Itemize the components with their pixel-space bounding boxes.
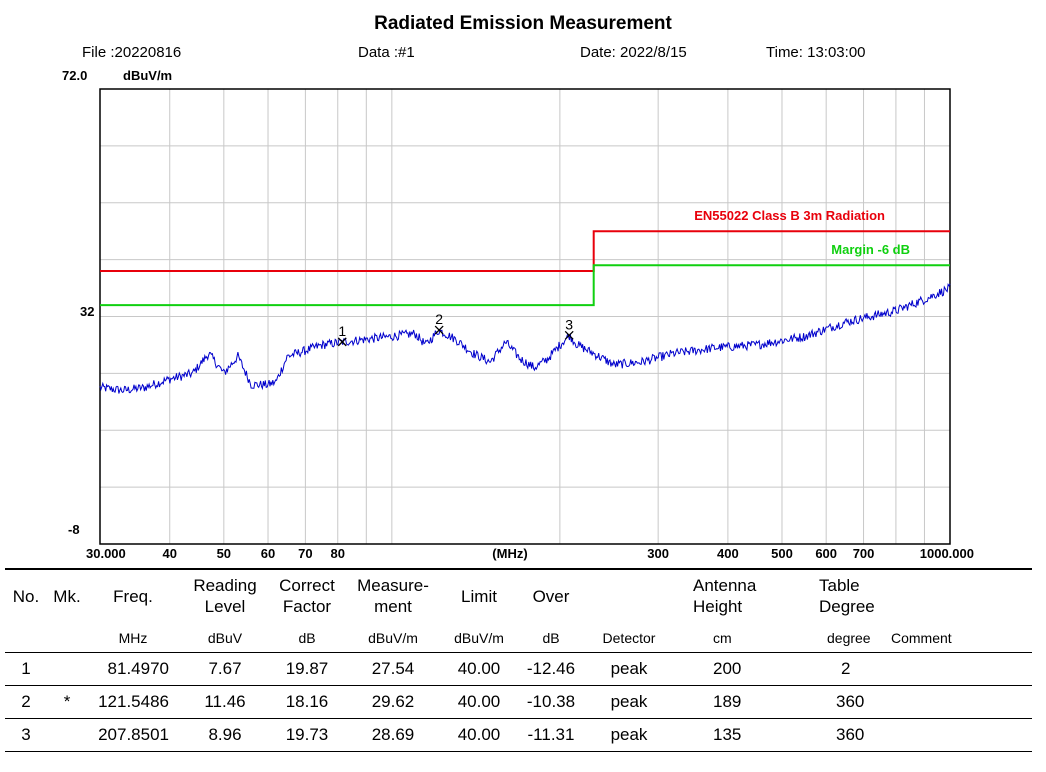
- x-tick-label: 30.000: [86, 546, 126, 561]
- header-over: Over: [515, 569, 587, 623]
- x-tick-label: 80: [331, 546, 345, 561]
- marker-label: 2: [435, 311, 443, 327]
- table-row: 3 207.8501 8.96 19.73 28.69 40.00 -11.31…: [5, 719, 1032, 752]
- limit-line-label: EN55022 Class B 3m Radiation: [694, 208, 885, 223]
- row-no: 3: [5, 719, 47, 752]
- emission-chart: EN55022 Class B 3m Radiation Margin -6 d…: [0, 0, 1046, 568]
- row-comment: [891, 719, 1032, 752]
- row-measure: 29.62: [343, 686, 443, 719]
- row-no: 2: [5, 686, 47, 719]
- row-correct: 19.87: [271, 653, 343, 686]
- unit-correct: dB: [271, 623, 343, 653]
- row-correct: 18.16: [271, 686, 343, 719]
- row-degree: 360: [819, 719, 891, 752]
- unit-degree: degree: [819, 623, 891, 653]
- header-measure: Measure-ment: [343, 569, 443, 623]
- row-limit: 40.00: [443, 686, 515, 719]
- row-measure: 28.69: [343, 719, 443, 752]
- margin-line-label: Margin -6 dB: [831, 242, 910, 257]
- row-correct: 19.73: [271, 719, 343, 752]
- results-table: No. Mk. Freq. Reading Level Correct Factor…: [5, 569, 1032, 752]
- header-correct: Correct Factor: [271, 569, 343, 623]
- row-no: 1: [5, 653, 47, 686]
- header-comment: [891, 569, 1032, 623]
- x-tick-label: 400: [717, 546, 739, 561]
- unit-reading: dBuV: [179, 623, 271, 653]
- row-reading: 8.96: [179, 719, 271, 752]
- row-height: 135: [671, 719, 819, 752]
- chart-grid: [100, 89, 950, 544]
- unit-antenna: cm: [671, 623, 819, 653]
- x-tick-label: 600: [815, 546, 837, 561]
- x-tick-label: 700: [853, 546, 875, 561]
- marker-1: 1: [338, 323, 346, 346]
- x-tick-label: 500: [771, 546, 793, 561]
- row-degree: 2: [819, 653, 891, 686]
- row-detector: peak: [587, 686, 671, 719]
- header-mk: Mk.: [47, 569, 87, 623]
- row-detector: peak: [587, 653, 671, 686]
- x-tick-label: 60: [261, 546, 275, 561]
- row-reading: 11.46: [179, 686, 271, 719]
- x-tick-labels: 30.000 40 50 60 70 80 300 400 500 600 700 1000.000: [86, 546, 974, 561]
- x-tick-label: 1000.000: [920, 546, 974, 561]
- unit-detector: Detector: [587, 623, 671, 653]
- row-limit: 40.00: [443, 719, 515, 752]
- row-over: -11.31: [515, 719, 587, 752]
- header-detector: [587, 569, 671, 623]
- row-comment: [891, 686, 1032, 719]
- unit-limit: dBuV/m: [443, 623, 515, 653]
- row-measure: 27.54: [343, 653, 443, 686]
- row-mk: [47, 653, 87, 686]
- marker-label: 1: [338, 323, 346, 339]
- row-detector: peak: [587, 719, 671, 752]
- row-mk: *: [47, 686, 87, 719]
- header-table-degree: Table Degree: [819, 569, 891, 623]
- row-freq: 121.5486: [87, 686, 179, 719]
- row-freq: 81.4970: [87, 653, 179, 686]
- x-tick-label: 50: [217, 546, 231, 561]
- x-axis-label: (MHz): [492, 546, 527, 561]
- row-reading: 7.67: [179, 653, 271, 686]
- row-height: 189: [671, 686, 819, 719]
- row-height: 200: [671, 653, 819, 686]
- x-tick-label: 70: [298, 546, 312, 561]
- unit-freq: MHz: [87, 623, 179, 653]
- x-tick-label: 300: [647, 546, 669, 561]
- emission-trace: [100, 284, 950, 394]
- unit-over: dB: [515, 623, 587, 653]
- row-limit: 40.00: [443, 653, 515, 686]
- row-degree: 360: [819, 686, 891, 719]
- unit-comment: Comment: [891, 623, 1032, 653]
- header-limit: Limit: [443, 569, 515, 623]
- header-antenna: Antenna Height: [671, 569, 819, 623]
- header-no: No.: [5, 569, 47, 623]
- table-row: 1 81.4970 7.67 19.87 27.54 40.00 -12.46 …: [5, 653, 1032, 686]
- header-freq: Freq.: [87, 569, 179, 623]
- row-over: -12.46: [515, 653, 587, 686]
- unit-measure: dBuV/m: [343, 623, 443, 653]
- header-reading: Reading Level: [179, 569, 271, 623]
- row-comment: [891, 653, 1032, 686]
- row-mk: [47, 719, 87, 752]
- marker-label: 3: [565, 316, 573, 332]
- row-freq: 207.8501: [87, 719, 179, 752]
- marker-3: 3: [565, 316, 573, 339]
- table-row: 2 * 121.5486 11.46 18.16 29.62 40.00 -10…: [5, 686, 1032, 719]
- x-tick-label: 40: [163, 546, 177, 561]
- row-over: -10.38: [515, 686, 587, 719]
